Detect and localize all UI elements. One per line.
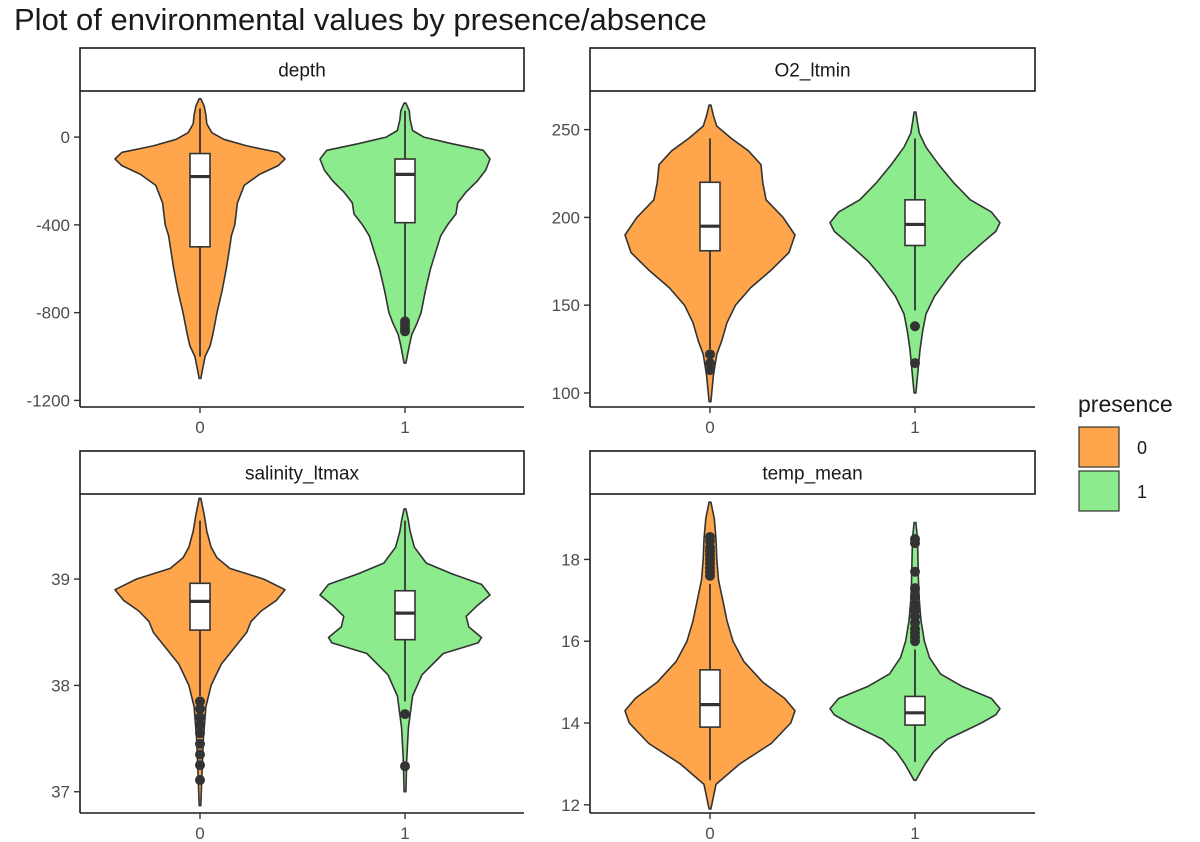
outlier-point xyxy=(195,728,205,739)
facet-temp_mean: temp_mean 12 14 16 18 0 1 xyxy=(561,450,1036,842)
violin-group-0 xyxy=(624,501,796,810)
y-tick-label: 250 xyxy=(552,121,580,140)
outlier-point xyxy=(705,349,715,360)
outlier-point xyxy=(705,358,715,369)
box xyxy=(394,589,416,641)
outlier-point xyxy=(195,712,205,723)
legend-title: presence xyxy=(1078,391,1173,417)
box xyxy=(904,695,926,726)
x-tick-label: 1 xyxy=(910,824,919,842)
y-tick-label: 39 xyxy=(51,570,70,589)
legend: presence 0 1 xyxy=(1078,391,1173,512)
x-tick-label: 0 xyxy=(705,824,714,842)
x-tick-label: 0 xyxy=(195,418,204,437)
violin-group-1 xyxy=(319,102,491,364)
facet-salinity_ltmax: salinity_ltmax 37 38 39 0 1 xyxy=(51,450,525,842)
x-tick-label: 1 xyxy=(400,418,409,437)
x-tick-label: 1 xyxy=(400,824,409,842)
facet-depth: depth 0 -400 -800 -1200 0 1 xyxy=(27,47,525,437)
box xyxy=(904,199,926,247)
x-tick-label: 1 xyxy=(910,418,919,437)
facet-strip xyxy=(79,47,525,92)
violin-group-0 xyxy=(114,497,286,807)
box xyxy=(699,181,721,252)
outlier-point xyxy=(910,566,920,577)
y-tick-label: -1200 xyxy=(27,391,70,410)
outlier-point xyxy=(705,365,715,376)
facet-strip xyxy=(589,450,1036,495)
outlier-point xyxy=(195,696,205,707)
legend-swatch-0 xyxy=(1078,426,1120,468)
facet-strip-label: temp_mean xyxy=(762,464,862,485)
y-tick-label: 12 xyxy=(561,796,580,815)
y-tick-label: 100 xyxy=(552,384,580,403)
outlier-point xyxy=(195,719,205,730)
outlier-point xyxy=(910,583,920,594)
chart-title: Plot of environmental values by presence… xyxy=(14,2,707,37)
facet-strip xyxy=(79,450,525,495)
y-tick-label: 37 xyxy=(51,783,70,802)
facet-O2_ltmin: O2_ltmin 100 150 200 250 0 1 xyxy=(552,47,1036,437)
x-tick-label: 0 xyxy=(195,824,204,842)
y-tick-label: 38 xyxy=(51,676,70,695)
outlier-point xyxy=(910,599,920,610)
box xyxy=(699,669,721,728)
y-tick-label: -800 xyxy=(36,304,70,323)
violin-group-1 xyxy=(829,111,1001,394)
outlier-point xyxy=(195,775,205,786)
legend-swatch-1 xyxy=(1078,470,1120,512)
facet-strip xyxy=(589,47,1036,92)
violin-group-0 xyxy=(114,97,286,380)
facet-strip-label: depth xyxy=(278,61,326,82)
outlier-point xyxy=(195,703,205,714)
box xyxy=(189,152,211,248)
outlier-point xyxy=(400,709,410,720)
outlier-point xyxy=(910,533,920,544)
legend-label-1: 1 xyxy=(1137,482,1147,502)
outlier-point xyxy=(400,326,410,337)
legend-label-0: 0 xyxy=(1137,438,1147,458)
box xyxy=(189,582,211,631)
outlier-point xyxy=(195,738,205,749)
outlier-point xyxy=(400,761,410,772)
violin-group-1 xyxy=(829,521,1001,782)
y-tick-label: -400 xyxy=(36,216,70,235)
violin-group-0 xyxy=(624,104,796,403)
y-tick-label: 14 xyxy=(561,714,580,733)
outlier-point xyxy=(195,760,205,771)
outlier-point xyxy=(910,321,920,332)
outlier-point xyxy=(705,531,715,542)
facet-strip-label: salinity_ltmax xyxy=(245,464,360,485)
outlier-point xyxy=(910,358,920,369)
y-tick-label: 150 xyxy=(552,296,580,315)
violin-group-1 xyxy=(319,508,491,793)
box xyxy=(394,158,416,224)
y-tick-label: 200 xyxy=(552,208,580,227)
y-tick-label: 18 xyxy=(561,550,580,569)
outlier-point xyxy=(195,749,205,760)
facet-strip-label: O2_ltmin xyxy=(774,61,850,82)
y-tick-label: 0 xyxy=(61,128,70,147)
x-tick-label: 0 xyxy=(705,418,714,437)
outlier-point xyxy=(910,591,920,602)
y-tick-label: 16 xyxy=(561,632,580,651)
